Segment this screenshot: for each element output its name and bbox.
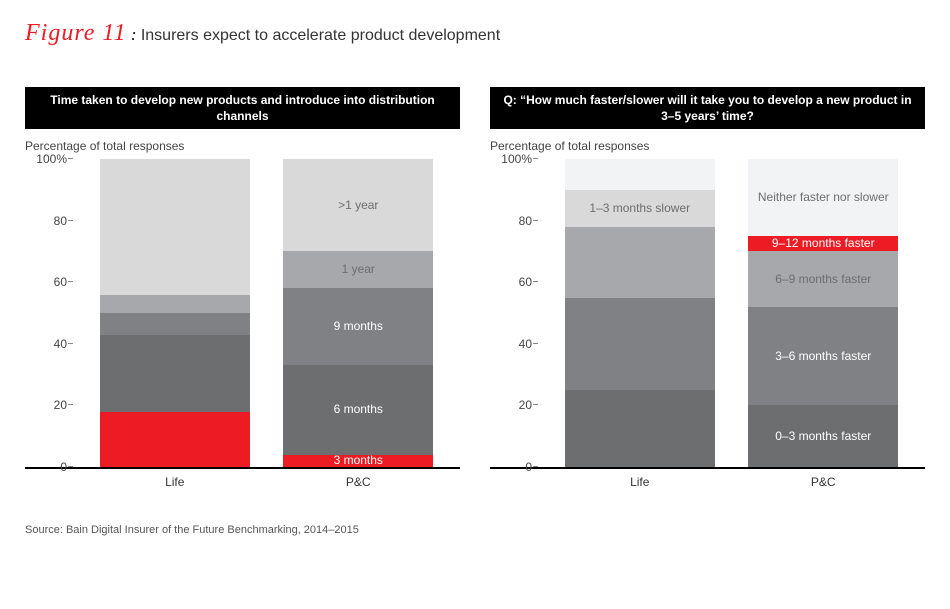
x-label: Life [565,469,715,489]
y-tick-label: 40 [519,337,532,351]
stacked-bar: 3 months6 months9 months1 year>1 year [283,159,433,467]
bar-segment [100,335,250,412]
chart-panel: Time taken to develop new products and i… [25,87,460,489]
y-tick-mark [68,466,73,467]
figure-colon: : [127,25,141,44]
x-labels: Life P&C [25,469,460,489]
y-tick-mark [533,404,538,405]
y-tick-mark [533,158,538,159]
bar-segment: 3 months [283,455,433,467]
bar-segment [565,227,715,298]
y-tick-mark [533,466,538,467]
bar-segment [100,412,250,467]
y-tick-mark [68,220,73,221]
y-tick-label: 60 [54,275,67,289]
y-tick-mark [533,220,538,221]
bar-column [100,159,250,467]
y-tick-mark [68,404,73,405]
stacked-bar [100,159,250,467]
y-tick-label: 20 [519,398,532,412]
stacked-bar: 0–3 months faster3–6 months faster6–9 mo… [748,159,898,467]
y-tick-mark [533,281,538,282]
bar-segment [100,313,250,335]
figure-description: Insurers expect to accelerate product de… [141,27,500,44]
y-tick-label: 100% [501,152,532,166]
y-axis-label: Percentage of total responses [490,139,925,153]
bar-segment [565,159,715,190]
bar-column: 3 months6 months9 months1 year>1 year [283,159,433,467]
y-tick-mark [68,343,73,344]
bar-segment [565,390,715,467]
y-axis: 020406080100% [25,159,73,467]
y-axis-label: Percentage of total responses [25,139,460,153]
figure-label: Figure 11 [25,20,127,46]
charts-row: Time taken to develop new products and i… [25,87,925,489]
bar-segment: 6–9 months faster [748,251,898,306]
bar-column: 1–3 months slower [565,159,715,467]
panel-header: Time taken to develop new products and i… [25,87,460,129]
y-tick-label: 40 [54,337,67,351]
y-tick-label: 80 [519,214,532,228]
y-tick-label: 20 [54,398,67,412]
x-label: Life [100,469,250,489]
y-tick-mark [68,281,73,282]
y-tick-label: 60 [519,275,532,289]
bar-segment: 9–12 months faster [748,236,898,251]
bar-segment: 1 year [283,251,433,288]
y-tick-label: 0 [60,460,67,474]
bar-segment: 3–6 months faster [748,307,898,406]
source-text: Source: Bain Digital Insurer of the Futu… [25,524,925,536]
bars-area: 1–3 months slower 0–3 months faster3–6 mo… [538,159,925,467]
bar-segment: Neither faster nor slower [748,159,898,236]
bar-segment: 1–3 months slower [565,190,715,227]
y-tick-label: 0 [525,460,532,474]
stacked-bar: 1–3 months slower [565,159,715,467]
panel-header: Q: “How much faster/slower will it take … [490,87,925,129]
bars-area: 3 months6 months9 months1 year>1 year [73,159,460,467]
bar-segment: >1 year [283,159,433,251]
y-tick-mark [68,158,73,159]
bar-segment: 0–3 months faster [748,405,898,467]
x-label: P&C [748,469,898,489]
bar-segment: 6 months [283,365,433,454]
figure-title: Figure 11 : Insurers expect to accelerat… [25,20,925,47]
y-axis: 020406080100% [490,159,538,467]
y-tick-mark [533,343,538,344]
chart-panel: Q: “How much faster/slower will it take … [490,87,925,489]
y-tick-label: 100% [36,152,67,166]
plot-area: 020406080100%1–3 months slower0–3 months… [490,159,925,469]
bar-segment [565,298,715,390]
plot-area: 020406080100%3 months6 months9 months1 y… [25,159,460,469]
bar-segment [100,159,250,295]
bar-column: 0–3 months faster3–6 months faster6–9 mo… [748,159,898,467]
x-label: P&C [283,469,433,489]
y-tick-label: 80 [54,214,67,228]
bar-segment [100,295,250,313]
x-labels: Life P&C [490,469,925,489]
bar-segment: 9 months [283,288,433,365]
